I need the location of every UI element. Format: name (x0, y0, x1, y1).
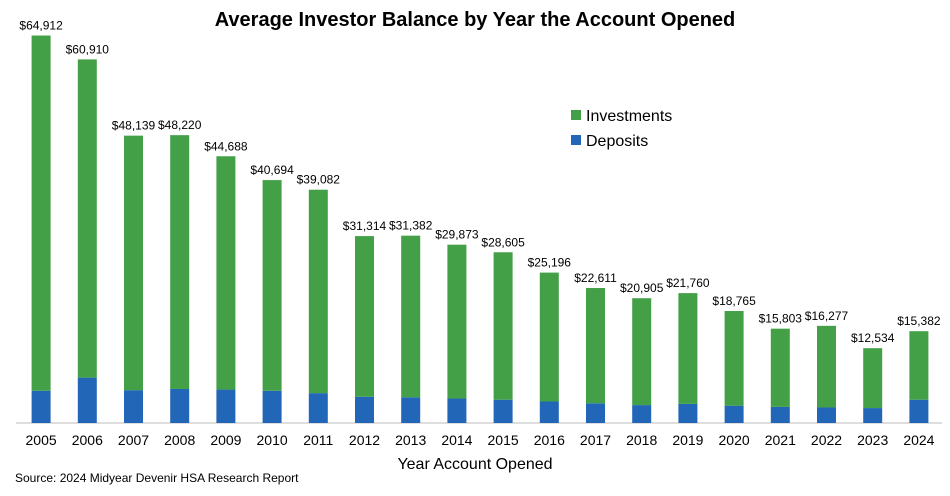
total-value-label: $31,382 (389, 219, 433, 233)
bar-deposits-2005 (31, 390, 51, 423)
bar-deposits-2011 (308, 393, 328, 423)
x-tick-label: 2019 (672, 432, 703, 448)
bar-deposits-2017 (586, 403, 605, 423)
bar-investments-2012 (355, 236, 374, 397)
legend: Investments Deposits (571, 108, 672, 150)
bar-investments-2010 (262, 180, 282, 391)
bar-deposits-2015 (493, 399, 513, 423)
bar-group (31, 35, 929, 423)
total-value-label: $21,760 (666, 276, 710, 290)
bar-investments-2024 (909, 331, 929, 400)
bar-investments-2020 (724, 310, 744, 406)
bar-deposits-2016 (539, 401, 559, 423)
bar-investments-2014 (447, 244, 467, 399)
x-tick-label: 2015 (488, 432, 519, 448)
bar-investments-2011 (308, 189, 328, 394)
bar-investments-2007 (124, 135, 143, 391)
bar-deposits-2008 (170, 388, 190, 423)
x-tick-label: 2021 (765, 432, 796, 448)
x-tick-label: 2023 (857, 432, 888, 448)
total-value-label: $12,534 (851, 331, 895, 345)
legend-label-deposits: Deposits (586, 133, 648, 150)
total-value-label: $29,873 (435, 228, 479, 242)
bar-deposits-2018 (632, 405, 652, 423)
bar-investments-2021 (770, 328, 790, 407)
total-value-label: $20,905 (620, 281, 664, 295)
x-tick-label: 2012 (349, 432, 380, 448)
x-tick-label: 2007 (118, 432, 149, 448)
total-value-label: $18,765 (712, 294, 756, 308)
legend-label-investments: Investments (586, 108, 672, 125)
total-value-label: $28,605 (481, 235, 525, 249)
x-tick-label: 2022 (811, 432, 842, 448)
bar-investments-2022 (817, 325, 836, 408)
bar-investments-2023 (863, 348, 883, 409)
total-value-label: $48,139 (112, 119, 156, 133)
x-tick-label: 2005 (26, 432, 57, 448)
total-value-label: $15,382 (897, 314, 941, 328)
bar-investments-2016 (539, 272, 559, 402)
bar-investments-2019 (678, 293, 698, 404)
source-note: Source: 2024 Midyear Devenir HSA Researc… (15, 471, 299, 485)
x-tick-label: 2006 (72, 432, 103, 448)
bar-deposits-2023 (863, 408, 883, 423)
total-value-label: $22,611 (574, 271, 617, 285)
legend-swatch-investments (571, 110, 581, 120)
bar-deposits-2010 (262, 390, 282, 423)
bar-deposits-2012 (355, 396, 374, 423)
bar-investments-2009 (216, 156, 236, 390)
total-value-label: $44,688 (204, 139, 248, 153)
bar-investments-2015 (493, 252, 513, 400)
bar-deposits-2009 (216, 389, 236, 423)
bar-investments-2018 (632, 298, 652, 406)
x-tick-label: 2009 (210, 432, 241, 448)
total-value-label: $40,694 (250, 163, 294, 177)
x-axis-label: Year Account Opened (397, 456, 553, 473)
total-value-label: $39,082 (297, 173, 341, 187)
bar-deposits-2014 (447, 398, 467, 423)
total-value-label: $48,220 (158, 118, 202, 132)
x-tick-label: 2011 (303, 432, 333, 448)
total-value-label: $15,803 (759, 312, 803, 326)
total-label-group: $64,912$60,910 $48,139 $48,220$44,688$40,6… (19, 19, 941, 346)
total-value-label: $60,910 (66, 42, 110, 56)
chart-title: Average Investor Balance by Year the Acc… (214, 9, 736, 31)
bar-investments-2006 (77, 59, 97, 378)
x-tick-label: 2024 (903, 432, 934, 448)
bar-deposits-2022 (817, 407, 836, 423)
total-value-label: $31,314 (343, 219, 387, 233)
x-tick-group: 2005 2006 2007 2008 2009 2010 2011 2012 2013 2014… (26, 432, 935, 448)
x-tick-label: 2017 (580, 432, 611, 448)
bar-deposits-2020 (724, 405, 744, 423)
bar-investments-2008 (170, 135, 190, 389)
x-tick-label: 2010 (257, 432, 288, 448)
bar-deposits-2019 (678, 403, 698, 423)
bar-deposits-2007 (124, 390, 143, 423)
x-tick-label: 2018 (626, 432, 657, 448)
bar-investments-2005 (31, 35, 51, 391)
total-value-label: $25,196 (528, 256, 572, 270)
x-tick-label: 2020 (719, 432, 750, 448)
x-tick-label: 2013 (395, 432, 426, 448)
bar-investments-2013 (401, 235, 421, 398)
x-tick-label: 2008 (164, 432, 195, 448)
bar-investments-2017 (586, 288, 605, 404)
x-tick-label: 2014 (441, 432, 472, 448)
bar-deposits-2013 (401, 397, 421, 423)
x-tick-label: 2016 (534, 432, 565, 448)
bar-deposits-2006 (77, 377, 97, 423)
total-value-label: $16,277 (805, 309, 849, 323)
bar-deposits-2021 (770, 406, 790, 423)
bar-deposits-2024 (909, 399, 929, 423)
legend-swatch-deposits (571, 135, 581, 145)
total-value-label: $64,912 (19, 19, 63, 33)
